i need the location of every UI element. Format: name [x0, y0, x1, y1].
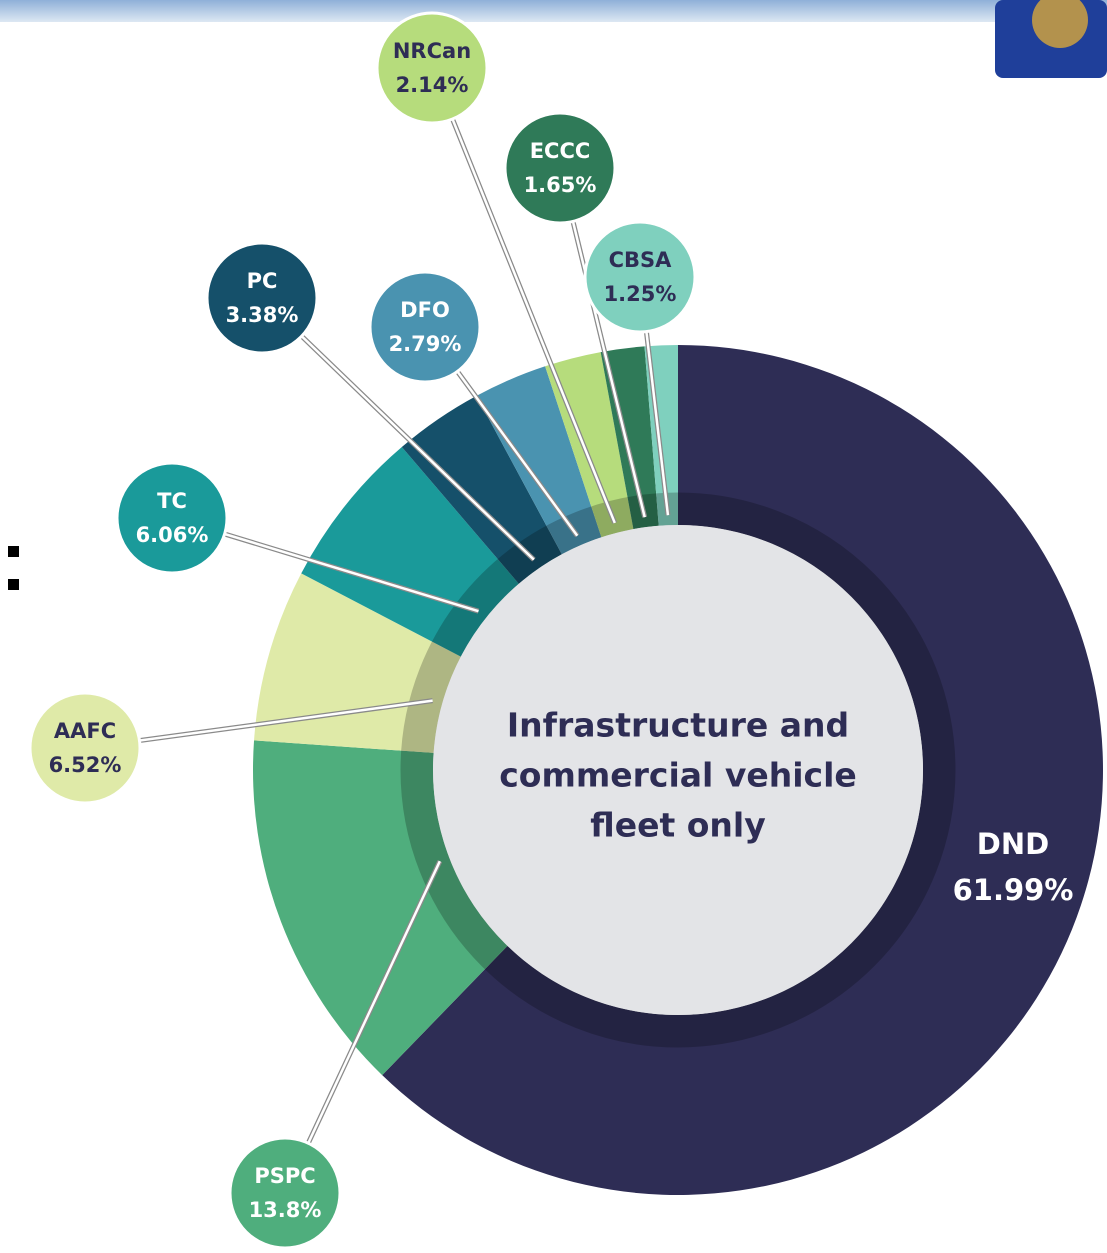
bubble-label: AAFC	[54, 719, 116, 743]
bubble-value: 1.25%	[604, 282, 677, 306]
label-bubble	[368, 270, 482, 384]
donut-segment	[253, 740, 508, 1076]
bullet	[8, 546, 19, 557]
center-text: Infrastructure and	[507, 706, 849, 745]
bubble-label: PSPC	[254, 1164, 315, 1188]
leader-line	[283, 860, 441, 1194]
bubble-value: 2.79%	[389, 332, 462, 356]
label-bubble	[28, 691, 142, 805]
bubble-value: 6.52%	[49, 753, 122, 777]
center-circle	[433, 525, 923, 1015]
donut-segment	[476, 366, 602, 555]
label-bubble	[375, 11, 489, 125]
bubble-value: 6.06%	[136, 523, 209, 547]
bubble-label: ECCC	[530, 139, 591, 163]
bubble-label: CBSA	[609, 248, 673, 272]
bubble-value: 13.8%	[249, 1198, 322, 1222]
donut-segment	[254, 573, 461, 753]
bubble-value: 1.65%	[524, 173, 597, 197]
bubble-value: 2.14%	[396, 73, 469, 97]
label-bubble	[503, 111, 617, 225]
logo-emblem	[1032, 0, 1088, 48]
segment-value: 61.99%	[953, 873, 1074, 907]
bubble-label: TC	[157, 489, 187, 513]
label-bubble	[228, 1136, 342, 1250]
donut-segment	[382, 345, 1104, 1195]
leader-line	[558, 167, 646, 518]
bubble-label: NRCan	[393, 39, 471, 63]
label-bubble	[205, 241, 319, 355]
leader-line	[430, 67, 616, 524]
bubble-value: 3.38%	[226, 303, 299, 327]
leader-line	[261, 297, 535, 561]
leader-line	[84, 699, 433, 750]
inner-shade-ring	[400, 492, 956, 1048]
label-bubble	[583, 220, 697, 334]
bubble-label: PC	[247, 269, 278, 293]
donut-segment	[401, 395, 562, 584]
header-band	[0, 0, 1107, 22]
bullet	[8, 579, 19, 590]
donut-segment	[301, 446, 519, 657]
bubble-label: DFO	[400, 298, 450, 322]
segment-label: DND	[977, 827, 1049, 861]
label-bubble	[115, 461, 229, 575]
center-text: commercial vehicle	[499, 756, 857, 795]
center-text: fleet only	[590, 806, 765, 845]
